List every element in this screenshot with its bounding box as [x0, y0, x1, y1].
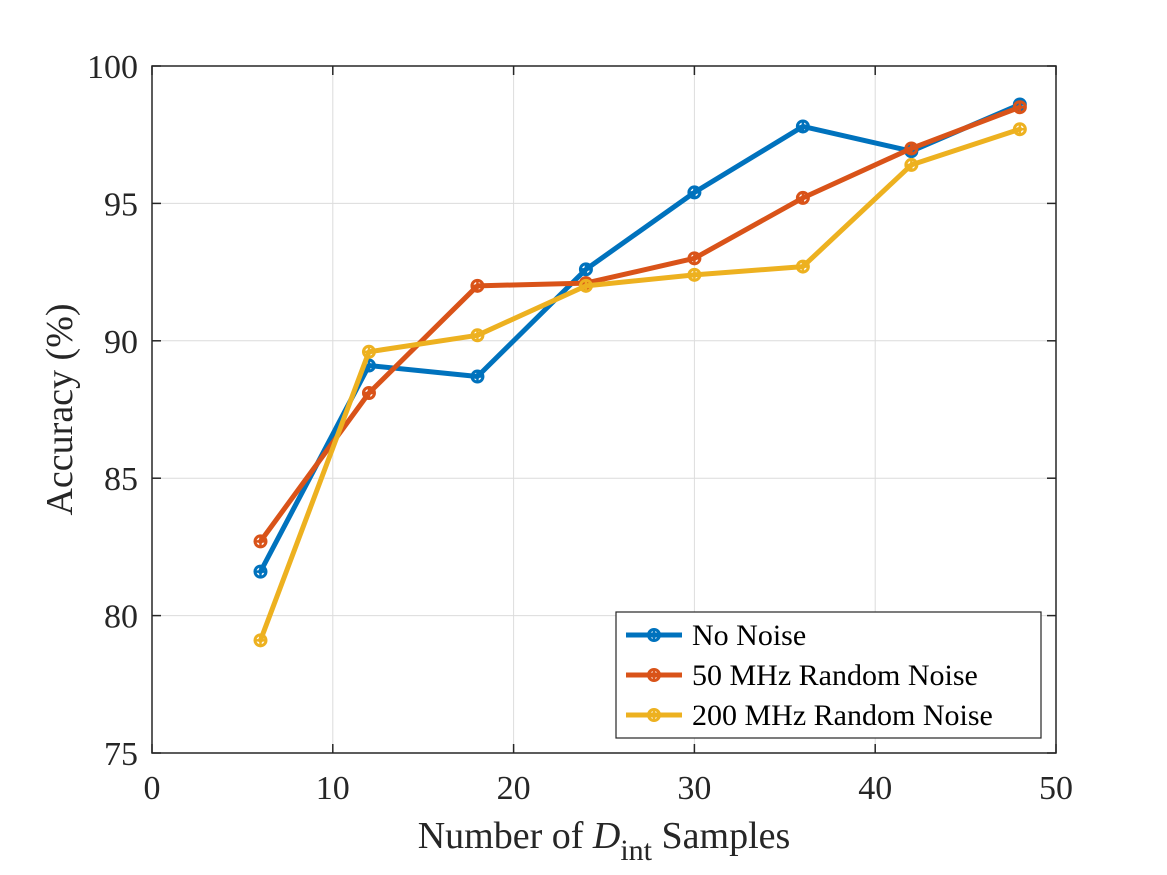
data-point	[253, 534, 268, 549]
x-tick-label: 50	[1039, 770, 1073, 807]
data-point	[361, 344, 376, 359]
x-axis-title-subscript: int	[620, 834, 652, 867]
series-line	[257, 104, 1023, 544]
data-point	[470, 278, 485, 293]
data-point	[578, 262, 593, 277]
legend-label: 50 MHz Random Noise	[692, 659, 978, 692]
data-point	[795, 119, 810, 134]
axis-ticks: 0 10 20 30 40 50 75 80 85 90 95 100	[87, 49, 1073, 807]
data-point	[470, 328, 485, 343]
data-point	[904, 157, 919, 172]
legend-entry: 50 MHz Random Noise	[626, 659, 978, 692]
data-point	[361, 386, 376, 401]
legend-label: No Noise	[692, 619, 806, 652]
legend-entry: No Noise	[626, 619, 806, 652]
data-point	[1012, 122, 1027, 137]
y-tick-label: 95	[104, 186, 138, 223]
series-line	[257, 101, 1023, 575]
y-tick-label: 100	[87, 49, 138, 86]
data-point	[687, 267, 702, 282]
legend-swatch-marker	[647, 668, 661, 682]
data-point	[253, 564, 268, 579]
plot-area-border	[151, 65, 1057, 754]
y-tick-label: 80	[104, 599, 138, 636]
x-tick-label: 10	[316, 770, 350, 807]
x-axis-title-prefix: Number of	[418, 815, 593, 857]
data-point	[687, 185, 702, 200]
x-axis-title-suffix: Samples	[652, 815, 790, 857]
x-tick-label: 30	[677, 770, 711, 807]
series-3	[253, 122, 1027, 648]
legend-label: 200 MHz Random Noise	[692, 699, 993, 732]
x-tick-label: 40	[858, 770, 892, 807]
legend: No Noise 50 MHz Random Noise 200 MHz Rando…	[615, 611, 1042, 739]
series-line	[257, 126, 1023, 643]
legend-entry: 200 MHz Random Noise	[626, 699, 993, 732]
grid	[152, 66, 1056, 753]
x-tick-label: 20	[497, 770, 531, 807]
y-tick-label: 85	[104, 461, 138, 498]
data-point	[795, 259, 810, 274]
x-tick-label: 0	[144, 770, 161, 807]
data-point	[687, 251, 702, 266]
data-point	[253, 633, 268, 648]
y-tick-label: 90	[104, 324, 138, 361]
legend-box	[615, 611, 1042, 739]
y-tick-label: 75	[104, 736, 138, 773]
legend-swatch-marker	[647, 708, 661, 722]
data-point	[470, 369, 485, 384]
data-point	[904, 141, 919, 156]
y-axis-title: Accuracy (%)	[39, 303, 81, 515]
x-axis-title-symbol: D	[592, 815, 620, 857]
data-point	[578, 278, 593, 293]
data-point	[795, 190, 810, 205]
series-group	[253, 97, 1027, 648]
legend-swatch-marker	[647, 628, 661, 642]
x-axis-title: Number of Dint Samples	[418, 815, 791, 867]
data-point	[1012, 100, 1027, 115]
